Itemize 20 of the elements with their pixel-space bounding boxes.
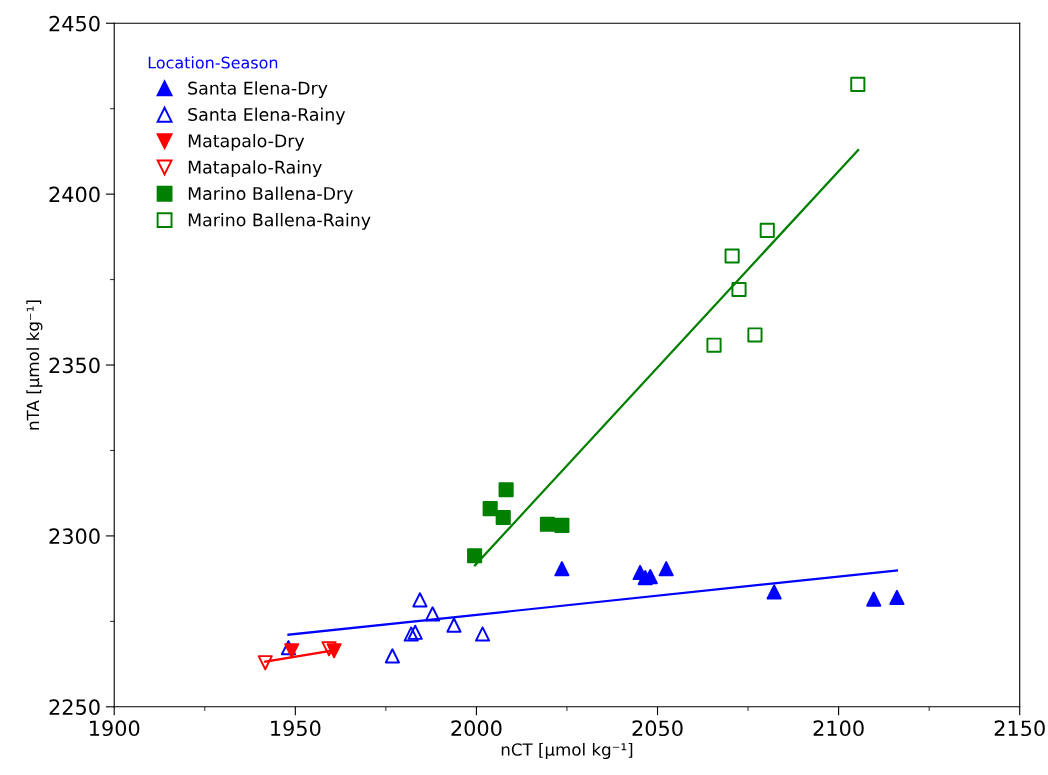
- x-tick-label: 1900: [90, 720, 140, 737]
- x-tick-label: 2050: [632, 720, 683, 737]
- legend-label: Marino Ballena-Dry: [188, 186, 353, 204]
- y-tick-label: 2300: [49, 528, 100, 545]
- y-tick-label: 2250: [49, 699, 100, 716]
- y-tick-label: 2350: [49, 357, 100, 374]
- y-tick-label: 2400: [49, 186, 100, 203]
- legend-label: Santa Elena-Rainy: [188, 107, 346, 125]
- legend-label: Matapalo-Rainy: [188, 160, 322, 178]
- x-tick-label: 1950: [271, 720, 321, 737]
- legend-label: Santa Elena-Dry: [188, 81, 328, 99]
- legend-label: Marino Ballena-Rainy: [188, 213, 371, 230]
- y-tick-label: 2450: [49, 15, 100, 32]
- legend-label: Matapalo-Dry: [188, 133, 305, 151]
- legend-title: Location-Season: [148, 56, 278, 69]
- x-tick-label: 2000: [451, 720, 502, 737]
- y-axis-title: nTA [µmol kg⁻¹]: [26, 300, 43, 430]
- x-tick-label: 2100: [813, 720, 864, 737]
- x-tick-label: 2150: [994, 720, 1045, 737]
- x-axis-title: nCT [µmol kg⁻¹]: [501, 742, 633, 760]
